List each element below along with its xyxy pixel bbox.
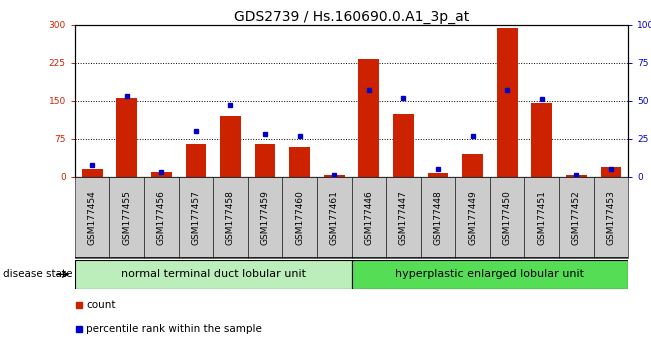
Bar (75, 260, 352, 289)
Bar (82, 170, 103, 177)
Bar (594, 177, 628, 258)
Bar (428, 173, 449, 177)
Bar (255, 144, 275, 177)
Bar (352, 177, 386, 258)
Text: GSM177460: GSM177460 (295, 190, 304, 245)
Bar (421, 177, 455, 258)
Text: GSM177450: GSM177450 (503, 190, 512, 245)
Bar (352, 260, 628, 289)
Text: GSM177452: GSM177452 (572, 190, 581, 245)
Bar (324, 176, 344, 177)
Bar (497, 28, 518, 177)
Text: disease state: disease state (3, 269, 73, 279)
Bar (559, 177, 594, 258)
Bar (600, 167, 621, 177)
Text: hyperplastic enlarged lobular unit: hyperplastic enlarged lobular unit (395, 269, 585, 279)
Text: count: count (86, 300, 116, 310)
Bar (359, 59, 379, 177)
Text: GSM177453: GSM177453 (607, 190, 615, 245)
Bar (248, 177, 283, 258)
Bar (109, 177, 144, 258)
Bar (490, 177, 525, 258)
Text: GSM177456: GSM177456 (157, 190, 166, 245)
Bar (144, 177, 178, 258)
Bar (317, 177, 352, 258)
Bar (117, 98, 137, 177)
Bar (151, 172, 172, 177)
Bar (566, 176, 587, 177)
Text: GSM177451: GSM177451 (537, 190, 546, 245)
Bar (531, 103, 552, 177)
Bar (75, 177, 109, 258)
Text: GSM177449: GSM177449 (468, 190, 477, 245)
Bar (178, 177, 214, 258)
Bar (455, 177, 490, 258)
Bar (283, 177, 317, 258)
Text: GSM177454: GSM177454 (88, 190, 96, 245)
Bar (525, 177, 559, 258)
Text: GSM177455: GSM177455 (122, 190, 132, 245)
Text: GSM177461: GSM177461 (330, 190, 339, 245)
Bar (393, 114, 414, 177)
Bar (220, 116, 241, 177)
Text: GSM177459: GSM177459 (260, 190, 270, 245)
Text: GSM177446: GSM177446 (365, 190, 373, 245)
Text: normal terminal duct lobular unit: normal terminal duct lobular unit (120, 269, 306, 279)
Text: percentile rank within the sample: percentile rank within the sample (86, 324, 262, 333)
Text: GSM177448: GSM177448 (434, 190, 443, 245)
Bar (186, 144, 206, 177)
Bar (289, 147, 310, 177)
Bar (386, 177, 421, 258)
Text: GSM177458: GSM177458 (226, 190, 235, 245)
Bar (462, 154, 483, 177)
Title: GDS2739 / Hs.160690.0.A1_3p_at: GDS2739 / Hs.160690.0.A1_3p_at (234, 10, 469, 24)
Text: GSM177457: GSM177457 (191, 190, 201, 245)
Bar (214, 177, 248, 258)
Text: GSM177447: GSM177447 (399, 190, 408, 245)
